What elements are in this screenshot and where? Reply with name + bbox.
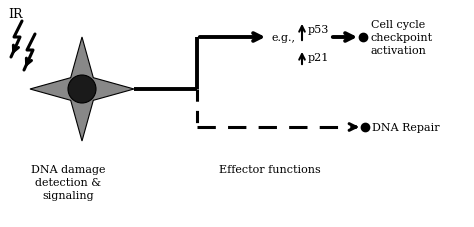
Circle shape xyxy=(68,76,96,104)
Text: DNA damage
detection &
signaling: DNA damage detection & signaling xyxy=(31,164,105,200)
Text: p53: p53 xyxy=(308,25,329,35)
Text: p21: p21 xyxy=(308,53,329,63)
Polygon shape xyxy=(30,38,134,141)
Text: e.g.,: e.g., xyxy=(272,33,296,43)
Text: DNA Repair: DNA Repair xyxy=(372,122,439,132)
Text: Cell cycle
checkpoint
activation: Cell cycle checkpoint activation xyxy=(371,20,433,56)
Text: IR: IR xyxy=(8,8,22,21)
Text: Effector functions: Effector functions xyxy=(219,164,321,174)
